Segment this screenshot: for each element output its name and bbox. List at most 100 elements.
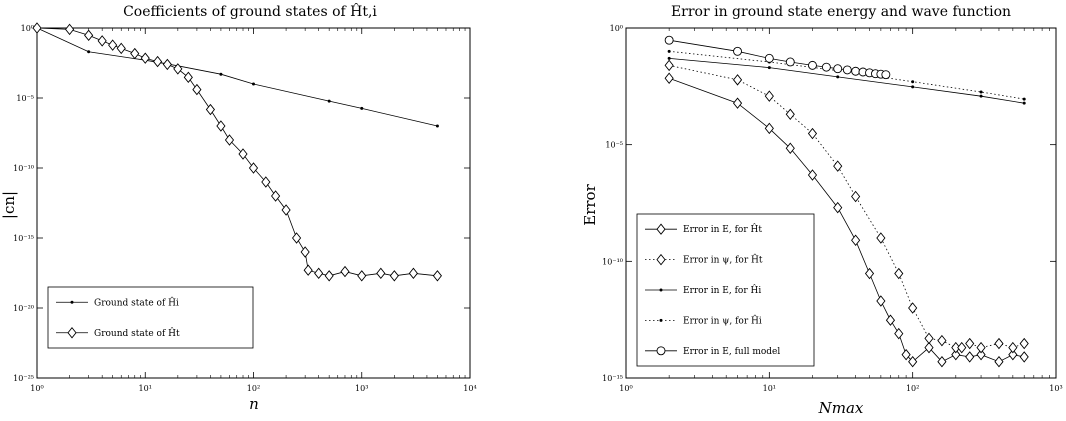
data-point [435, 124, 439, 128]
data-point [664, 35, 674, 45]
data-point [153, 55, 163, 68]
data-point [976, 348, 986, 361]
data-point [957, 341, 967, 354]
y-tick-label: 10⁻⁵ [605, 141, 623, 150]
data-point [32, 22, 42, 34]
data-point [911, 80, 915, 84]
y-tick-label: 10⁻¹⁰ [13, 164, 34, 173]
data-point [667, 49, 671, 53]
legend-marker [70, 300, 74, 304]
legend-label: Error in E, for Ĥt [683, 223, 762, 235]
x-tick-label: 10³ [1049, 384, 1062, 393]
data-point [732, 74, 743, 86]
legend: Error in E, for Ĥt Error in ψ, for Ĥt Erro… [636, 213, 815, 367]
data-point [340, 265, 350, 278]
data-point [821, 62, 831, 72]
data-point [292, 232, 302, 244]
x-tick-label: 10⁴ [463, 384, 476, 393]
data-point [965, 337, 975, 350]
data-point [252, 82, 255, 86]
data-point [901, 348, 911, 361]
data-point [664, 72, 674, 85]
data-point [324, 270, 334, 282]
data-point [224, 134, 235, 146]
x-tick-label: 10⁰ [30, 384, 43, 393]
data-point [894, 267, 904, 280]
data-point [108, 39, 118, 51]
data-point [924, 332, 934, 345]
chart-coefficients: 10⁰ 10¹ 10² 10³ 10⁴ 10⁰ 10⁻⁵ 10⁻¹⁰ 10⁻¹⁵ 10⁻²⁰ 10⁻… [0, 2, 477, 413]
data-point [732, 97, 743, 109]
data-point [667, 56, 671, 60]
data-point [205, 103, 215, 116]
data-point [785, 108, 795, 121]
data-point [851, 190, 861, 203]
y-tick-label: 10⁰ [610, 24, 623, 33]
legend-label: Error in E, full model [683, 347, 780, 357]
data-point [219, 72, 223, 76]
legend-item: Ground state of Ĥi [56, 296, 179, 308]
data-point [173, 63, 183, 75]
series-error-in-e-for-t [664, 72, 1029, 368]
y-tick-label: 10⁻¹⁵ [13, 234, 34, 243]
data-point [238, 148, 248, 160]
legend-label: Error in ψ, for Ĥt [683, 254, 763, 266]
data-point [97, 35, 107, 47]
data-point [785, 142, 795, 155]
data-point [248, 162, 259, 174]
legend-item: Ground state of Ĥt [56, 327, 180, 339]
data-point [908, 302, 918, 314]
data-point [937, 355, 947, 368]
y-axis-label: Error [581, 183, 599, 225]
series-ground-state-of-t [32, 22, 442, 282]
x-tick-label: 10⁰ [619, 384, 632, 393]
y-tick-label: 10⁻¹⁵ [602, 374, 623, 383]
data-point [140, 52, 150, 64]
data-point [432, 270, 442, 282]
data-point [876, 295, 886, 307]
y-axis-label: |cn| [0, 191, 18, 219]
data-point [65, 23, 75, 36]
data-point [664, 59, 674, 72]
y-tick-label: 10⁻⁵ [16, 94, 34, 103]
data-point [876, 232, 886, 244]
data-point [87, 50, 91, 54]
data-point [281, 204, 291, 216]
x-tick-label: 10¹ [763, 384, 776, 393]
series-error-in-e-for-i [667, 56, 1026, 105]
data-point [979, 90, 983, 94]
data-point [785, 57, 795, 67]
data-point [833, 160, 843, 172]
legend-item: Error in E, for Ĥi [645, 284, 761, 296]
data-point [376, 267, 386, 280]
x-axis-label: Nmax [818, 399, 864, 417]
data-point [389, 270, 399, 282]
data-point [951, 341, 961, 354]
data-point [924, 341, 934, 354]
data-point [808, 60, 817, 70]
data-point [162, 58, 172, 71]
data-point [130, 47, 140, 60]
legend-label: Error in E, for Ĥi [683, 284, 761, 296]
chart-title: Coefficients of ground states of Ĥt,i [123, 2, 377, 20]
data-point [864, 267, 875, 280]
legend-marker [659, 288, 663, 292]
legend-marker [656, 223, 666, 235]
data-point [84, 29, 94, 42]
data-point [764, 53, 774, 63]
data-point [833, 64, 843, 74]
data-point [1008, 348, 1018, 361]
x-tick-label: 10¹ [139, 384, 152, 393]
legend-label: Error in ψ, for Ĥi [683, 314, 762, 326]
data-point [216, 120, 226, 132]
data-point [851, 234, 861, 246]
legend-item: Error in ψ, for Ĥi [645, 314, 762, 326]
chart-error: 10⁰ 10¹ 10² 10³ 10⁰ 10⁻⁵ 10⁻¹⁰ 10⁻¹⁵ Error in gr… [581, 4, 1063, 417]
legend-item: Error in E, full model [645, 346, 780, 357]
legend: Ground state of Ĥi Ground state of Ĥt [47, 286, 254, 349]
data-point [851, 66, 861, 76]
data-point [1022, 97, 1026, 101]
data-point [976, 341, 986, 354]
data-point [994, 355, 1004, 368]
